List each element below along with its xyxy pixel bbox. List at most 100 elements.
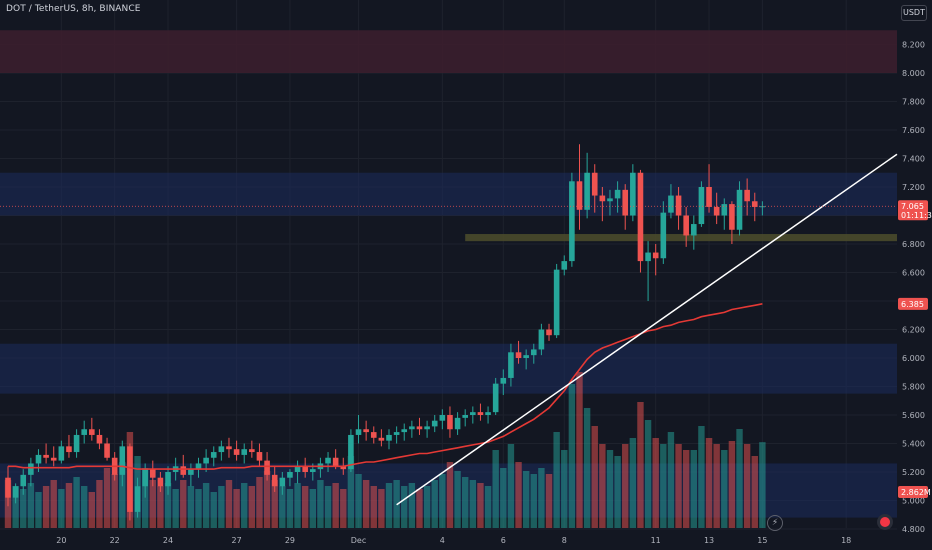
- candle-body: [325, 457, 331, 464]
- volume-bar: [195, 489, 202, 528]
- volume-bar: [12, 486, 19, 528]
- candle-body: [386, 434, 392, 441]
- candle-body: [713, 206, 720, 216]
- volume-bar: [583, 408, 591, 528]
- time-tick-label: 11: [651, 536, 661, 545]
- candle-body: [576, 181, 583, 210]
- volume-bar: [50, 480, 57, 528]
- candle-body: [759, 206, 766, 208]
- candle-body: [409, 426, 415, 430]
- candle-body: [89, 429, 95, 435]
- volume-bar: [416, 489, 423, 528]
- time-tick-label: 27: [232, 536, 242, 545]
- volume-bar: [141, 468, 149, 528]
- candle-body: [546, 329, 552, 336]
- volume-bar: [225, 480, 233, 528]
- volume-bar: [698, 426, 705, 528]
- volume-bar: [263, 471, 271, 528]
- volume-bar: [35, 492, 42, 528]
- candle-body: [203, 457, 209, 464]
- volume-bar: [355, 474, 362, 528]
- volume-bar: [682, 450, 690, 528]
- volume-bar: [340, 489, 347, 528]
- volume-bar: [667, 432, 675, 528]
- volume-bar: [20, 489, 27, 528]
- candle-body: [226, 446, 232, 450]
- volume-bar: [248, 486, 256, 528]
- candle-body: [751, 201, 758, 207]
- lightning-bolt-icon[interactable]: ⚡: [767, 515, 783, 531]
- candle-body: [165, 472, 171, 487]
- volume-bar: [27, 483, 35, 528]
- candle-body: [454, 417, 461, 430]
- volume-bar: [576, 372, 583, 528]
- volume-bar: [65, 483, 73, 528]
- candle-body: [5, 477, 11, 498]
- candle-body: [591, 172, 598, 196]
- candle-body: [20, 474, 27, 487]
- candle-body: [12, 486, 19, 498]
- candle-body: [416, 426, 423, 430]
- candlesticks[interactable]: [5, 144, 766, 521]
- candle-body: [668, 195, 674, 213]
- candle-body: [348, 434, 354, 470]
- volume-bar: [675, 444, 682, 528]
- volume-bar: [492, 450, 499, 528]
- time-tick-label: 4: [440, 536, 445, 545]
- volume-bar: [728, 441, 736, 528]
- candle-body: [210, 452, 217, 458]
- price-tick-label: 7.600: [902, 126, 925, 135]
- trend-line[interactable]: [396, 153, 898, 506]
- volume-bar: [530, 474, 537, 528]
- volume-bar: [477, 483, 484, 528]
- candle-body: [729, 204, 735, 230]
- volume-bar: [172, 489, 179, 528]
- candle-body: [675, 195, 682, 216]
- candle-body: [492, 383, 499, 413]
- volume-bars: [4, 372, 766, 528]
- candle-body: [439, 415, 446, 421]
- volume-bar: [256, 477, 263, 528]
- volume-bar: [408, 483, 416, 528]
- volume-bar: [332, 483, 339, 528]
- tradingview-logo-icon[interactable]: [877, 514, 893, 530]
- candle-body: [81, 429, 87, 435]
- volume-bar: [317, 480, 324, 528]
- candle-body: [50, 457, 57, 461]
- currency-button[interactable]: USDT: [901, 5, 927, 21]
- symbol-title[interactable]: DOT / TetherUS, 8h, BINANCE: [6, 4, 141, 14]
- price-tick-label: 7.400: [902, 155, 925, 164]
- volume-bar: [401, 486, 408, 528]
- candle-body: [104, 443, 110, 458]
- volume-bar: [210, 492, 217, 528]
- volume-bar: [324, 486, 332, 528]
- candle-body: [660, 212, 667, 259]
- volume-bar: [42, 486, 50, 528]
- volume-bar: [347, 456, 355, 528]
- price-axis[interactable]: 8.2008.0007.8007.6007.4007.2007.0006.800…: [902, 41, 925, 535]
- volume-bar: [149, 480, 156, 528]
- candle-body: [637, 172, 644, 262]
- time-tick-label: 29: [285, 536, 295, 545]
- volume-bar: [241, 483, 248, 528]
- candle-body: [28, 463, 34, 475]
- candle-body: [401, 429, 408, 433]
- candle-body: [287, 472, 293, 478]
- volume-bar: [606, 450, 614, 528]
- candle-body: [66, 446, 72, 453]
- volume-bar: [637, 402, 644, 528]
- volume-bar: [309, 489, 316, 528]
- volume-bar: [362, 480, 370, 528]
- candle-body: [424, 426, 430, 430]
- price-tick-label: 6.000: [902, 354, 925, 363]
- last-price-tag-text: 01:11:34: [901, 211, 932, 220]
- time-axis[interactable]: 20 22 24 27 29 Dec 4 6 8 11 13 15 18: [56, 536, 851, 545]
- volume-bar: [522, 471, 530, 528]
- candle-body: [355, 429, 362, 435]
- volume-bar: [721, 450, 728, 528]
- candle-body: [378, 437, 385, 441]
- time-tick-label: 18: [841, 536, 851, 545]
- time-tick-label: 22: [110, 536, 120, 545]
- volume-bar: [614, 456, 621, 528]
